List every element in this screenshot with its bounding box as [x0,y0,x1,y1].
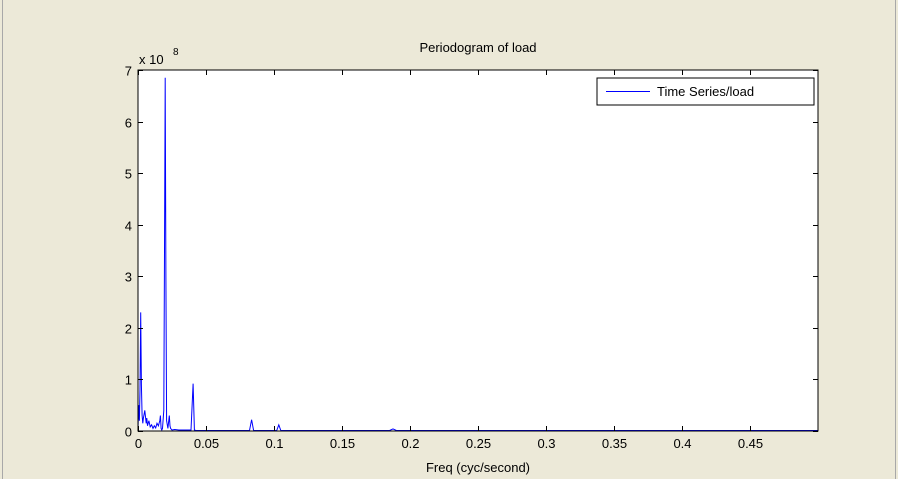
y-tick-label: 5 [125,167,132,182]
y-tick-label: 4 [125,219,132,234]
y-tick-label: 6 [125,116,132,131]
y-exponent-power: 8 [173,47,179,58]
x-tick-label: 0.25 [466,436,491,451]
x-tick-label: 0.2 [401,436,419,451]
legend-entry-label: Time Series/load [657,84,754,99]
legend[interactable]: Time Series/load [596,77,815,106]
x-tick-label: 0.35 [602,436,627,451]
x-tick-label: 0.4 [673,436,691,451]
x-tick-label: 0.1 [265,436,283,451]
y-tick-label: 0 [125,425,132,440]
ticks-layer: 0 0.05 0.1 0.15 0.2 0.25 0.3 0.35 0.4 0.45 0 1 2 3 4 5 6… [125,64,818,451]
y-exponent-label: x 10 [139,52,164,67]
x-tick-label: 0.3 [537,436,555,451]
y-tick-label: 1 [125,373,132,388]
y-tick-label: 7 [125,64,132,79]
x-tick-label: 0.05 [194,436,219,451]
x-tick-label: 0.15 [330,436,355,451]
chart-title: Periodogram of load [419,40,536,55]
x-tick-label: 0.45 [738,436,763,451]
y-tick-label: 3 [125,270,132,285]
x-tick-label: 0 [135,436,142,451]
x-axis-label: Freq (cyc/second) [426,460,530,475]
y-tick-label: 2 [125,322,132,337]
plot-area [138,70,818,431]
